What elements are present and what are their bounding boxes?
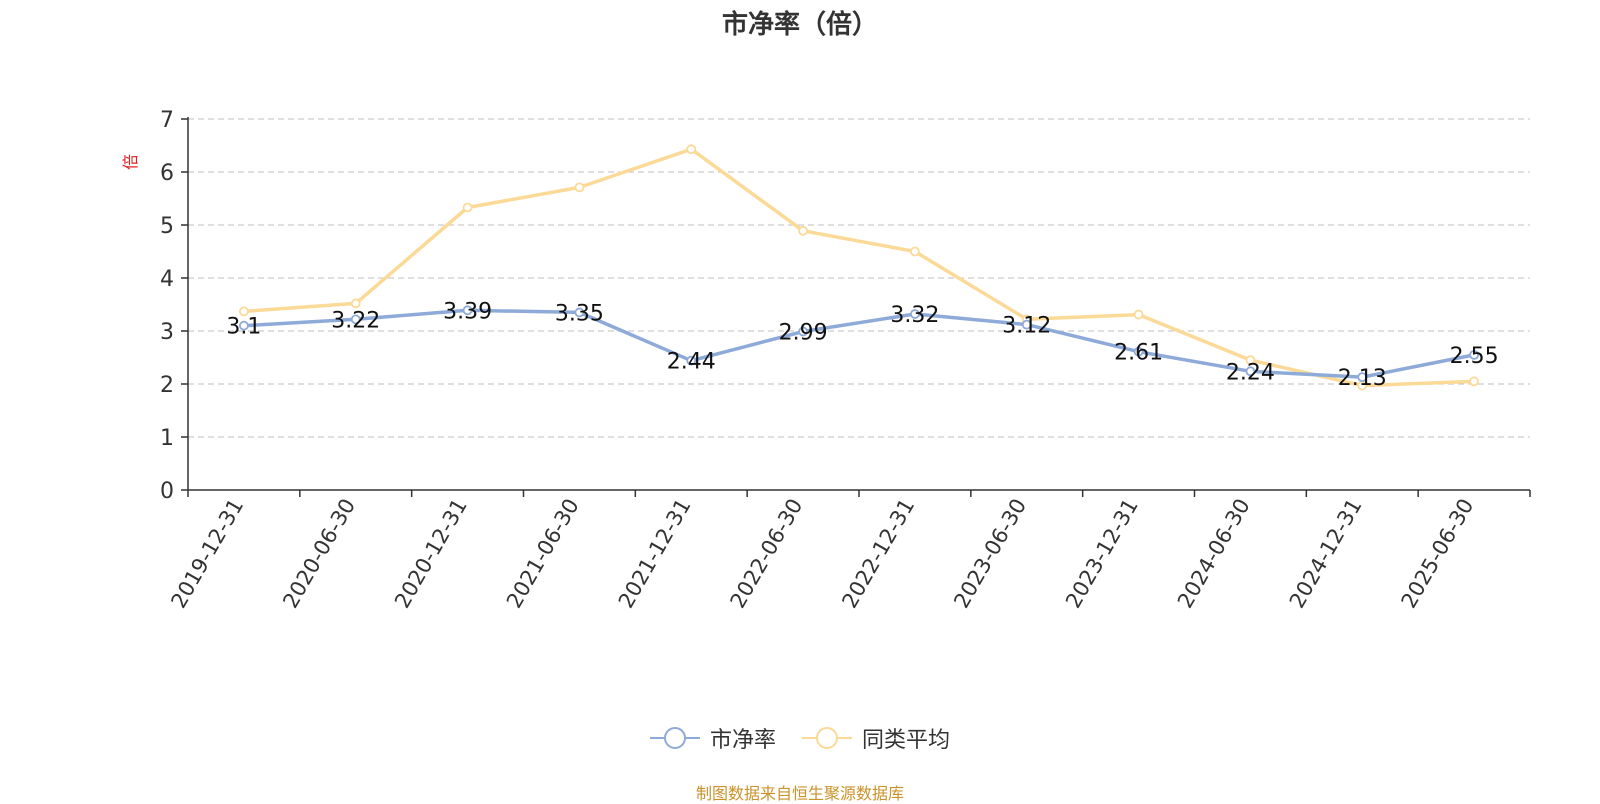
data-point [798, 326, 808, 337]
x-tick-label: 2024-06-30 [1173, 495, 1255, 613]
data-label: 2.61 [1114, 341, 1163, 366]
y-tick-label: 2 [160, 373, 174, 398]
x-tick-label: 2020-12-31 [390, 495, 472, 613]
legend-item[interactable]: 同类平均 [802, 722, 950, 754]
legend-label: 市净率 [709, 728, 776, 753]
x-tick-label: 2019-12-31 [166, 495, 248, 613]
data-label: 3.39 [443, 299, 492, 324]
data-point [686, 144, 697, 155]
data-label: 2.24 [1226, 360, 1275, 385]
y-axis-label: 倍 [121, 154, 140, 170]
data-labels: 3.1 3.22 3.39 3.35 2.44 2.99 3.32 3.12 2.61 2.24 2… [226, 299, 1498, 391]
legend-item[interactable]: 市净率 [649, 722, 776, 754]
x-tick-label: 2021-12-31 [614, 495, 696, 613]
chart-title: 市净率（倍） [721, 10, 878, 40]
x-tick-label: 2024-12-31 [1285, 495, 1367, 613]
data-point [1357, 372, 1368, 383]
data-label: 2.13 [1338, 366, 1387, 391]
data-point [1133, 346, 1144, 357]
data-point [910, 309, 920, 319]
data-point [462, 202, 473, 213]
y-tick-label: 5 [160, 214, 174, 239]
legend-swatch-icon [649, 727, 700, 749]
data-point [1245, 355, 1256, 366]
x-tick-label: 2023-06-30 [949, 495, 1031, 613]
y-tick-label: 1 [160, 426, 174, 451]
data-label: 3.35 [555, 301, 604, 326]
x-tick-label: 2023-12-31 [1061, 495, 1143, 613]
x-tick-label: 2025-06-30 [1397, 495, 1479, 613]
data-point [1469, 376, 1479, 387]
data-point [1245, 366, 1256, 377]
data-label: 2.44 [667, 350, 716, 375]
y-tick-label: 0 [160, 479, 174, 504]
data-point [574, 307, 585, 318]
data-label: 2.55 [1450, 344, 1499, 369]
data-label: 3.32 [890, 303, 939, 328]
y-tick-label: 6 [160, 161, 174, 186]
y-tick-label: 4 [160, 267, 174, 292]
data-point [1021, 319, 1032, 330]
data-point [239, 306, 249, 317]
x-tick-label: 2022-12-31 [837, 495, 919, 613]
x-tick-label: 2022-06-30 [726, 495, 808, 613]
data-point [1133, 309, 1144, 320]
legend-label: 同类平均 [862, 728, 951, 753]
y-tick-label: 3 [160, 320, 174, 345]
legend-swatch-icon [802, 727, 852, 749]
data-point [350, 298, 361, 309]
data-point [350, 314, 361, 325]
data-label: 2.99 [779, 321, 828, 346]
data-point [798, 225, 808, 236]
data-point [1469, 349, 1479, 360]
series-line-市净率 [243, 308, 1475, 379]
source-note: 制图数据来自恒生聚源数据库 [695, 784, 904, 803]
data-point [239, 320, 249, 331]
data-point [462, 305, 473, 316]
legend: 市净率 同类平均 [0, 722, 1600, 754]
series-lines [239, 144, 1479, 391]
data-point [574, 182, 585, 193]
data-point [910, 246, 920, 257]
x-tick-label: 2021-06-30 [502, 495, 584, 613]
y-tick-label: 7 [160, 108, 174, 133]
data-label: 3.1 [226, 315, 261, 340]
series-line-同类平均 [243, 147, 1475, 388]
grid-lines [188, 118, 1530, 438]
data-label: 3.12 [1002, 314, 1051, 339]
data-point [686, 355, 697, 366]
x-tick-label: 2020-06-30 [278, 495, 360, 613]
axes: 0 1 2 3 4 5 6 7 倍 2019-12-31 2020-06-30 2020-12-31 2… [121, 108, 1531, 613]
data-label: 3.22 [331, 308, 380, 333]
